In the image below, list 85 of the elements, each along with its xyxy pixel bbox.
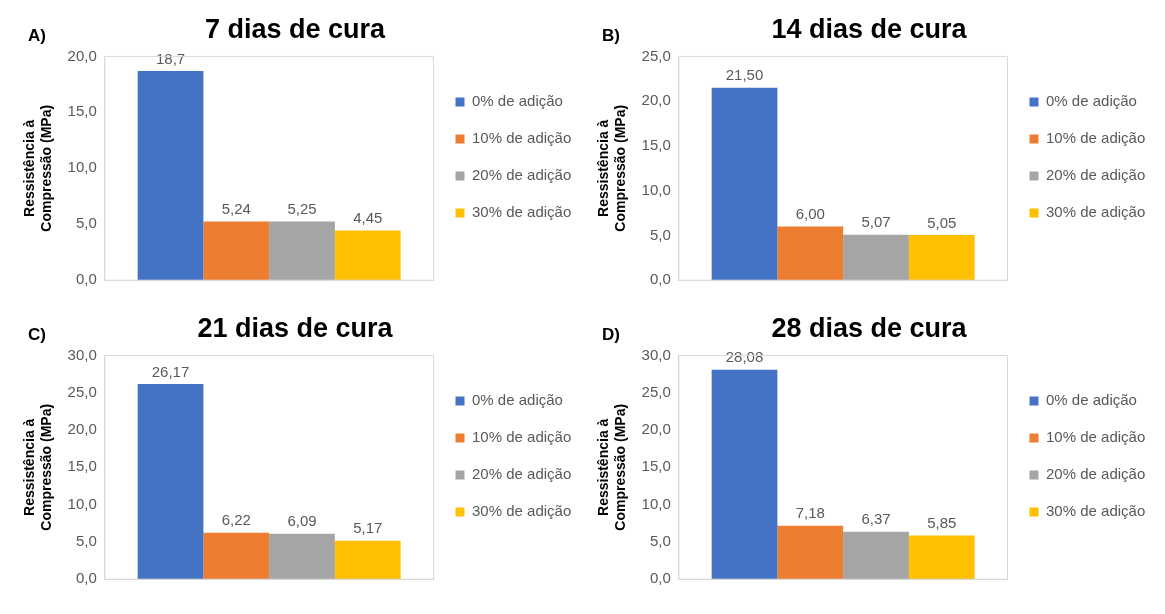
- legend-label: 0% de adição: [1046, 92, 1137, 110]
- data-label: 5,05: [927, 213, 957, 231]
- bar: [908, 535, 975, 580]
- bar: [334, 230, 401, 281]
- y-tick-label: 30,0: [641, 345, 671, 363]
- data-label: 6,37: [861, 510, 891, 528]
- legend-label: 30% de adição: [472, 502, 572, 520]
- y-tick-label: 5,0: [649, 532, 671, 550]
- chart-title: 28 dias de cura: [771, 312, 968, 343]
- text: C): [28, 325, 46, 345]
- y-axis-title: Ressistência à Compressão (MPa): [595, 403, 629, 531]
- y-tick-label: 0,0: [649, 569, 671, 587]
- y-tick-label: 10,0: [641, 494, 671, 512]
- legend-label: 20% de adição: [472, 166, 572, 184]
- legend-label: 10% de adição: [472, 129, 572, 147]
- legend-label: 10% de adição: [472, 428, 572, 446]
- legend-label: 10% de adição: [1046, 428, 1146, 446]
- y-tick-label: 10,0: [67, 158, 97, 176]
- y-tick-label: 0,0: [75, 569, 97, 587]
- y-tick-label: 20,0: [67, 420, 97, 438]
- legend-label: 30% de adição: [1046, 502, 1146, 520]
- y-tick-label: 15,0: [641, 136, 671, 154]
- legend-label: 20% de adição: [472, 465, 572, 483]
- bar: [137, 70, 204, 281]
- data-label: 28,08: [725, 348, 764, 366]
- y-tick-label: 25,0: [641, 46, 671, 64]
- bar: [777, 525, 844, 580]
- data-label: 6,00: [795, 205, 825, 223]
- data-label: 7,18: [795, 504, 825, 522]
- data-label: 5,17: [353, 519, 383, 537]
- bar: [203, 532, 270, 580]
- data-label: 18,7: [155, 49, 186, 67]
- text: A): [28, 26, 46, 46]
- y-tick-label: 0,0: [649, 270, 671, 288]
- y-tick-label: 5,0: [75, 214, 97, 232]
- y-tick-label: 10,0: [641, 180, 671, 198]
- bar: [711, 369, 778, 580]
- data-label: 4,45: [353, 209, 383, 227]
- bar: [137, 383, 204, 580]
- data-label: 5,07: [861, 213, 891, 231]
- y-tick-label: 5,0: [649, 225, 671, 243]
- data-label: 6,09: [287, 512, 317, 530]
- y-tick-label: 15,0: [641, 457, 671, 475]
- chart-title: 7 dias de cura: [204, 13, 387, 44]
- bar: [203, 221, 270, 281]
- bar: [777, 226, 844, 281]
- bar: [269, 533, 335, 580]
- y-tick-label: 5,0: [75, 532, 97, 550]
- bar: [334, 540, 401, 580]
- y-tick-label: 20,0: [641, 420, 671, 438]
- y-tick-label: 0,0: [75, 270, 97, 288]
- bar: [269, 221, 335, 281]
- bar: [843, 531, 909, 580]
- legend-label: 0% de adição: [472, 391, 563, 409]
- y-tick-label: 25,0: [67, 382, 97, 400]
- y-tick-label: 15,0: [67, 102, 97, 120]
- legend-label: 10% de adição: [1046, 129, 1146, 147]
- chart-title: 14 dias de cura: [771, 13, 968, 44]
- bar: [843, 234, 909, 281]
- legend-label: 30% de adição: [1046, 203, 1146, 221]
- y-tick-label: 15,0: [67, 457, 97, 475]
- text: D): [602, 325, 620, 345]
- text: B): [602, 26, 620, 46]
- data-label: 21,50: [725, 66, 764, 84]
- bar: [908, 234, 975, 281]
- y-axis-title: Ressistência à Compressão (MPa): [21, 104, 55, 232]
- y-tick-label: 25,0: [641, 382, 671, 400]
- legend-label: 0% de adição: [1046, 391, 1137, 409]
- bar: [711, 87, 778, 281]
- legend-label: 30% de adição: [472, 203, 572, 221]
- data-label: 5,85: [927, 514, 957, 532]
- legend-label: 20% de adição: [1046, 465, 1146, 483]
- legend-label: 0% de adição: [472, 92, 563, 110]
- legend-label: 20% de adição: [1046, 166, 1146, 184]
- y-tick-label: 30,0: [67, 345, 97, 363]
- data-label: 5,25: [287, 200, 317, 218]
- y-tick-label: 20,0: [67, 46, 97, 64]
- chart-title: 21 dias de cura: [197, 312, 394, 343]
- data-label: 5,24: [221, 200, 251, 218]
- data-label: 6,22: [221, 511, 251, 529]
- y-tick-label: 20,0: [641, 91, 671, 109]
- y-tick-label: 10,0: [67, 494, 97, 512]
- y-axis-title: Ressistência à Compressão (MPa): [595, 104, 629, 232]
- data-label: 26,17: [151, 362, 190, 380]
- y-axis-title: Ressistência à Compressão (MPa): [21, 403, 55, 531]
